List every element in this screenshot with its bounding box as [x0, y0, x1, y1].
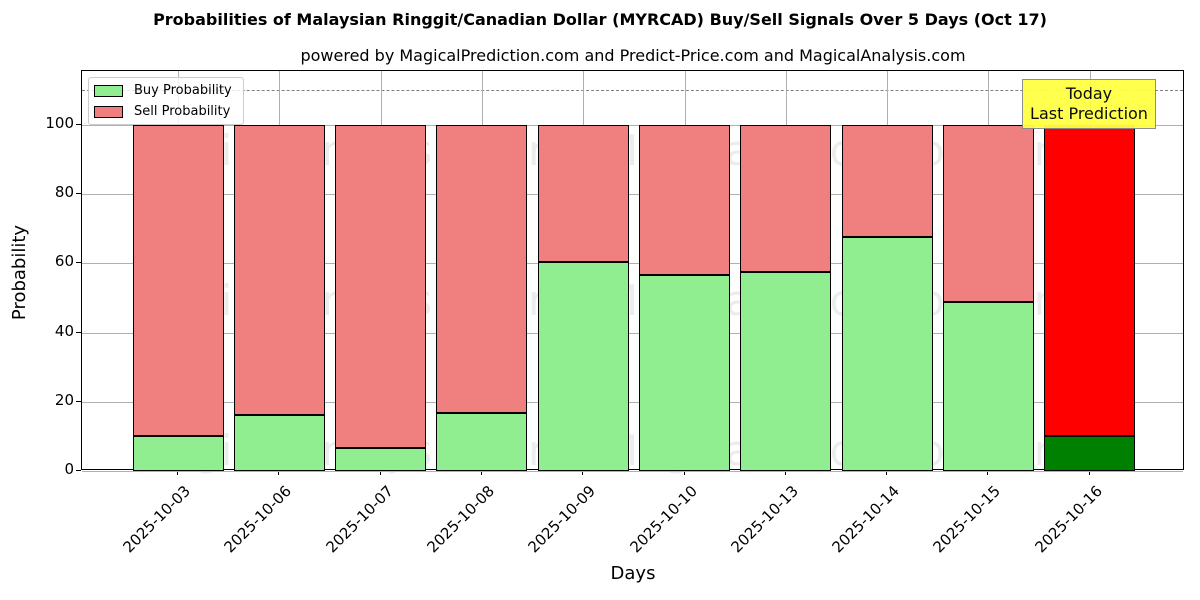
buy-bar [841, 237, 933, 471]
y-tick-label: 40 [54, 321, 74, 340]
buy-bar [537, 262, 629, 471]
legend-label-buy: Buy Probability [134, 83, 232, 98]
sell-bar [740, 125, 832, 273]
y-tick-mark [76, 262, 81, 264]
chart-subtitle: powered by MagicalPrediction.com and Pre… [300, 46, 966, 65]
reference-line-dashed [82, 90, 1183, 92]
legend: Buy Probability Sell Probability [88, 77, 244, 125]
x-tick-mark [379, 470, 381, 475]
x-tick-label: 2025-10-03 [119, 482, 194, 557]
sell-bar [1044, 125, 1136, 437]
y-tick-label: 100 [45, 114, 74, 132]
x-tick-label: 2025-10-09 [524, 482, 600, 557]
sell-bar [639, 125, 730, 276]
x-tick-label: 2025-10-15 [929, 482, 1005, 557]
buy-swatch-icon [94, 84, 123, 97]
gridline-horizontal [82, 125, 1183, 126]
buy-bar [233, 414, 325, 471]
today-annotation: Today Last Prediction [1022, 79, 1156, 129]
sell-bar [132, 125, 224, 437]
gridline-horizontal [82, 263, 1183, 265]
gridline-horizontal [82, 471, 1183, 472]
x-tick-label: 2025-10-14 [828, 482, 904, 557]
x-tick-mark [480, 470, 482, 475]
y-axis-label: Probability [9, 224, 31, 321]
y-tick-mark [76, 331, 81, 333]
y-tick-mark [76, 124, 81, 125]
x-axis-label: Days [610, 563, 656, 584]
sell-bar [335, 125, 427, 449]
buy-bar [335, 448, 427, 471]
buy-bar [942, 302, 1034, 471]
buy-bar [740, 272, 832, 471]
x-tick-mark [987, 470, 989, 475]
x-tick-mark [683, 470, 685, 475]
sell-bar [942, 125, 1034, 303]
buy-bar [436, 412, 528, 471]
y-tick-mark [76, 400, 81, 402]
x-tick-label: 2025-10-06 [220, 482, 296, 557]
x-tick-mark [1088, 470, 1090, 475]
chart-title: Probabilities of Malaysian Ringgit/Canad… [153, 10, 1047, 29]
buy-bar [639, 275, 730, 471]
y-tick-mark [76, 470, 81, 471]
sell-swatch-icon [94, 105, 123, 118]
x-tick-mark [784, 470, 786, 475]
x-tick-label: 2025-10-08 [423, 482, 498, 557]
sell-bar [233, 125, 325, 415]
x-tick-label: 2025-10-13 [727, 482, 802, 557]
sell-bar [841, 125, 933, 238]
x-tick-label: 2025-10-07 [322, 482, 397, 557]
x-tick-label: 2025-10-16 [1031, 482, 1106, 557]
x-tick-mark [177, 470, 178, 475]
legend-item-buy: Buy Probability [94, 83, 232, 98]
sell-bar [537, 125, 629, 263]
gridline-horizontal [82, 194, 1183, 196]
legend-item-sell: Sell Probability [94, 104, 230, 119]
y-tick-mark [76, 193, 81, 195]
x-tick-mark [278, 470, 280, 475]
legend-label-sell: Sell Probability [134, 104, 231, 119]
annotation-line-1: Today [1065, 84, 1113, 103]
y-tick-label: 0 [64, 460, 74, 478]
gridline-horizontal [82, 401, 1183, 403]
x-tick-label: 2025-10-10 [626, 482, 701, 557]
plot-area: MagicalAnalysis.comMagicalPrediction.com… [81, 70, 1184, 475]
buy-bar [132, 436, 224, 471]
gridline-horizontal [82, 332, 1183, 334]
buy-bar [1044, 436, 1136, 471]
annotation-line-2: Last Prediction [1030, 104, 1148, 123]
x-tick-mark [886, 470, 888, 475]
y-tick-label: 60 [54, 252, 74, 271]
x-tick-mark [582, 470, 584, 475]
y-tick-label: 20 [54, 390, 74, 409]
sell-bar [436, 125, 528, 413]
y-tick-label: 80 [54, 183, 74, 202]
